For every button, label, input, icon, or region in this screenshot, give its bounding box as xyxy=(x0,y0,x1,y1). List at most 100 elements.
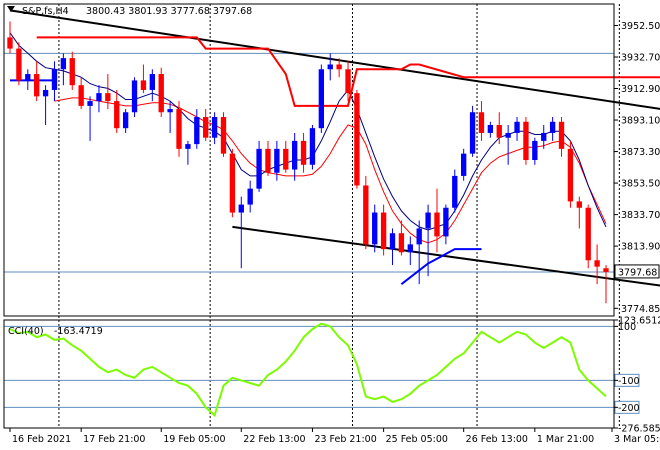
candle-body[interactable] xyxy=(300,140,307,165)
y-tick-label: 3893.10 xyxy=(621,116,660,127)
candle-body[interactable] xyxy=(274,148,280,173)
candle-body[interactable] xyxy=(372,212,378,245)
x-tick-label: 22 Feb 13:00 xyxy=(243,434,305,445)
channel-lower-line xyxy=(232,225,660,287)
candle-body[interactable] xyxy=(34,74,40,97)
candle-body[interactable] xyxy=(336,64,342,70)
candle-body[interactable] xyxy=(131,80,138,113)
moving-average-slow xyxy=(54,97,607,244)
cci-tick-label: -100 xyxy=(618,376,640,387)
cci-indicator-panel[interactable] xyxy=(4,322,614,418)
candle-body[interactable] xyxy=(505,132,511,138)
candle-body[interactable] xyxy=(380,212,387,250)
candle-body[interactable] xyxy=(220,117,227,154)
cci-tick-label: 123.6512 xyxy=(618,316,660,327)
candle-body[interactable] xyxy=(398,233,405,253)
candle-body[interactable] xyxy=(461,153,467,176)
candle-body[interactable] xyxy=(532,140,538,160)
candle-body[interactable] xyxy=(416,228,422,245)
candle-body[interactable] xyxy=(51,69,58,90)
main-panel-frame xyxy=(3,3,615,317)
candle-body[interactable] xyxy=(211,117,218,138)
collapse-arrow-icon[interactable] xyxy=(7,6,15,12)
candle-body[interactable] xyxy=(558,121,565,149)
candle-body[interactable] xyxy=(318,69,325,129)
candle-body[interactable] xyxy=(87,101,93,106)
candle-body[interactable] xyxy=(96,93,102,102)
y-tick-label: 3833.70 xyxy=(621,210,660,221)
candle-body[interactable] xyxy=(283,148,289,170)
candle-body[interactable] xyxy=(603,268,609,272)
candle-body[interactable] xyxy=(25,74,31,81)
candle-body[interactable] xyxy=(523,121,529,160)
candle-body[interactable] xyxy=(105,93,111,102)
candle-body[interactable] xyxy=(122,112,129,129)
candle-body[interactable] xyxy=(345,69,351,94)
cci-tick-label: -200 xyxy=(618,403,640,414)
candle-body[interactable] xyxy=(443,207,449,237)
x-tick-label: 16 Feb 2021 xyxy=(12,434,71,445)
y-tick-label: 3932.70 xyxy=(621,53,660,64)
channel-upper-line xyxy=(9,9,660,110)
candle-body[interactable] xyxy=(203,117,209,138)
candle-body[interactable] xyxy=(158,74,164,113)
candle-body[interactable] xyxy=(478,112,485,133)
candle-body[interactable] xyxy=(594,260,600,267)
x-tick-label: 17 Feb 21:00 xyxy=(83,434,145,445)
candle-body[interactable] xyxy=(514,121,520,133)
current-price-label: 3797.68 xyxy=(618,267,657,278)
candle-body[interactable] xyxy=(407,244,413,253)
candle-body[interactable] xyxy=(114,101,120,129)
candle-body[interactable] xyxy=(69,58,75,86)
candle-body[interactable] xyxy=(265,148,271,173)
candle-body[interactable] xyxy=(149,74,155,90)
candle-body[interactable] xyxy=(194,117,200,145)
candle-body[interactable] xyxy=(567,148,574,202)
current-price-tag xyxy=(614,264,660,279)
cci-tick-label: 100 xyxy=(618,322,636,333)
candle-body[interactable] xyxy=(185,144,191,149)
candle-body[interactable] xyxy=(60,58,67,70)
candle-body[interactable] xyxy=(434,212,440,237)
candle-body[interactable] xyxy=(363,185,369,245)
x-tick-label: 23 Feb 21:00 xyxy=(314,434,376,445)
x-tick-label: 19 Feb 05:00 xyxy=(163,434,225,445)
candle-body[interactable] xyxy=(452,175,458,208)
cci-value: -163.4719 xyxy=(54,326,103,337)
candle-body[interactable] xyxy=(42,89,49,97)
candle-body[interactable] xyxy=(238,204,244,213)
y-tick-label: 3873.30 xyxy=(621,147,660,158)
candle-body[interactable] xyxy=(78,85,84,106)
candle-body[interactable] xyxy=(576,201,582,208)
candle-body[interactable] xyxy=(549,121,556,133)
candle-body[interactable] xyxy=(309,128,316,165)
candle-body[interactable] xyxy=(585,207,591,261)
candle-body[interactable] xyxy=(140,80,147,90)
candle-body[interactable] xyxy=(354,93,360,186)
candle-body[interactable] xyxy=(425,212,431,229)
symbol-label: S&P,fs,H4 xyxy=(22,6,69,17)
candle-body[interactable] xyxy=(541,132,547,141)
candle-body[interactable] xyxy=(487,124,494,133)
x-tick-label: 26 Feb 13:00 xyxy=(466,434,528,445)
x-tick-label: 25 Feb 05:00 xyxy=(386,434,448,445)
candle-body[interactable] xyxy=(389,233,396,250)
candle-body[interactable] xyxy=(247,188,253,205)
candle-body[interactable] xyxy=(496,124,502,138)
candle-body[interactable] xyxy=(167,109,173,113)
candle-body[interactable] xyxy=(291,140,298,170)
y-tick-label: 3774.85 xyxy=(621,304,660,315)
ohlc-readout: 3800.43 3801.93 3777.68 3797.68 xyxy=(86,6,252,17)
candle-body[interactable] xyxy=(16,48,22,81)
main-price-panel[interactable] xyxy=(7,9,660,304)
candle-body[interactable] xyxy=(327,64,333,70)
trailing-stop-line xyxy=(36,36,660,107)
candle-body[interactable] xyxy=(256,148,262,189)
cci-tick-label: -276.585 xyxy=(618,424,660,435)
candle-body[interactable] xyxy=(229,153,236,213)
candle-body[interactable] xyxy=(176,109,182,149)
candle-body[interactable] xyxy=(7,37,13,49)
candle-body[interactable] xyxy=(469,112,476,154)
cci-line xyxy=(9,322,607,418)
